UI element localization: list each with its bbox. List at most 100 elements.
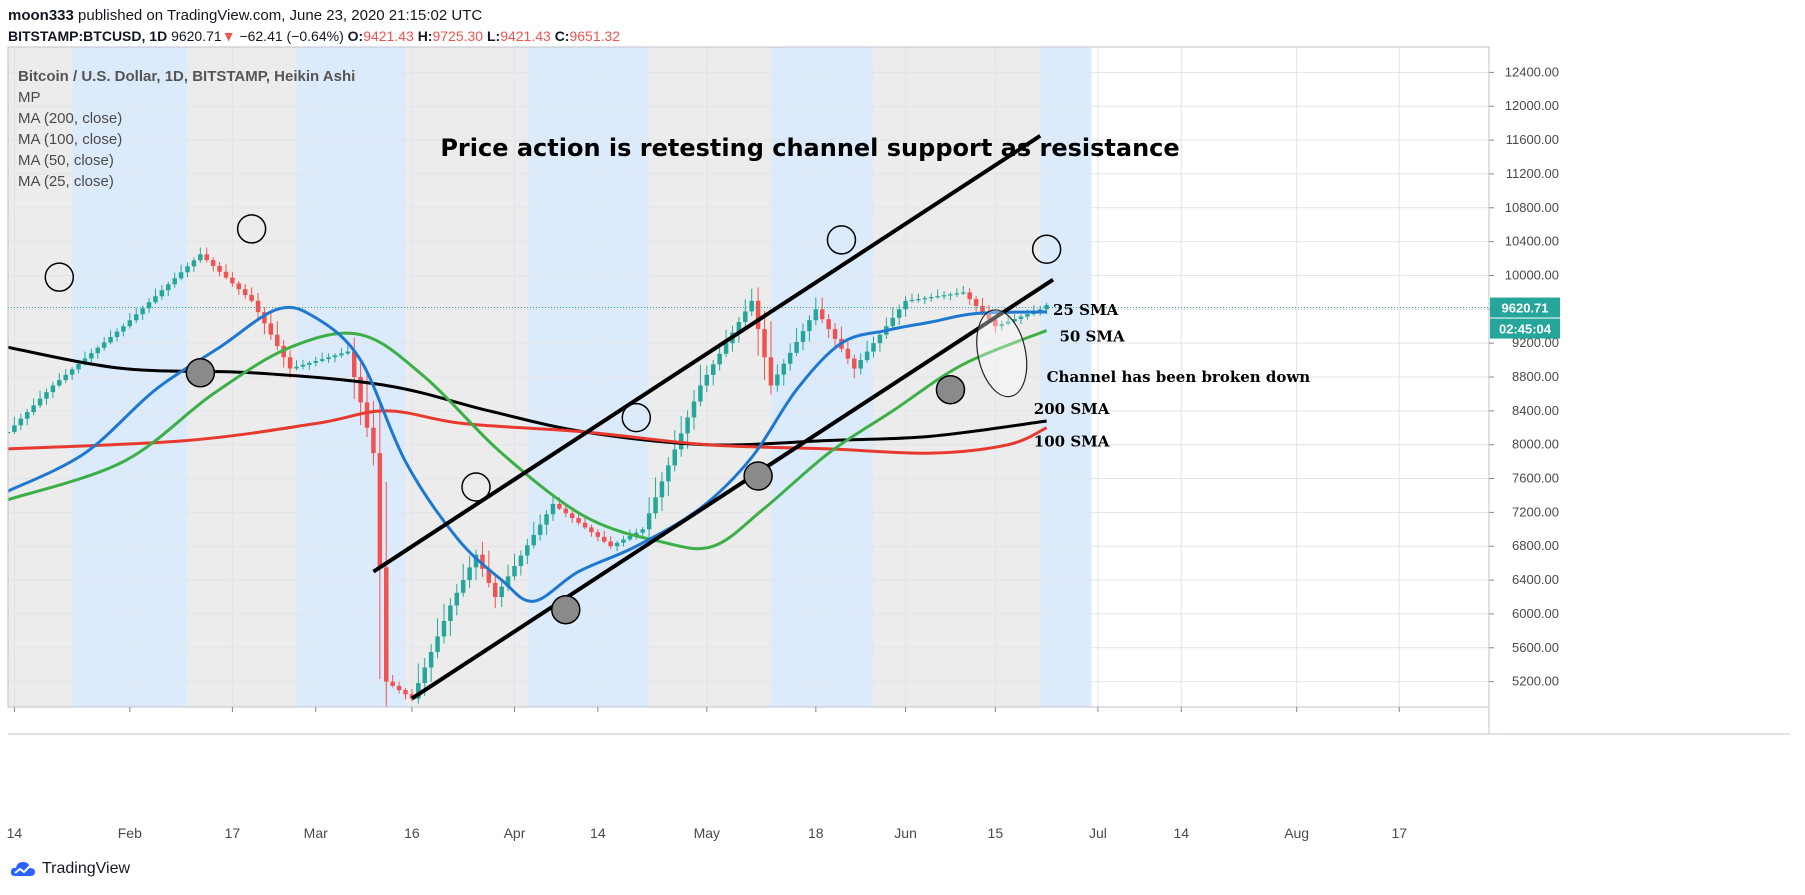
candle-body [89, 353, 94, 359]
candle-body [787, 352, 793, 364]
ma-line-ma50[interactable] [8, 329, 1048, 551]
y-tick-label-10400: 10400.00 [1505, 234, 1559, 249]
candle-body [999, 323, 1004, 327]
candle-body [146, 302, 152, 309]
candle-body [775, 374, 780, 386]
x-tick-label-5: Apr [504, 825, 526, 841]
y-tick-label-7200: 7200.00 [1512, 504, 1559, 519]
candle-body [255, 300, 261, 313]
candle-body [614, 542, 620, 547]
tradingview-brand[interactable]: TradingView [10, 860, 130, 878]
resistance-circle-2[interactable] [461, 472, 491, 502]
legend-title[interactable]: Bitcoin / U.S. Dollar, 1D, BITSTAMP, Hei… [18, 68, 356, 85]
candle-body [480, 554, 485, 569]
candle-body [550, 503, 556, 515]
candle-body [762, 329, 767, 358]
candle-body [896, 309, 902, 318]
candle-body [986, 312, 992, 320]
publish-line: moon333 published on TradingView.com, Ju… [8, 6, 620, 26]
candle-body [563, 508, 569, 514]
candle-body [428, 652, 434, 668]
resistance-circle-5[interactable] [1031, 234, 1062, 264]
candle-body [755, 300, 761, 330]
candle-body [903, 300, 908, 310]
y-tick-label-6000: 6000.00 [1512, 606, 1559, 621]
candle-body [339, 353, 344, 356]
candle-body [967, 292, 972, 300]
candle-body [268, 323, 274, 335]
x-tick-label-2: 17 [225, 825, 241, 841]
candle-body [377, 453, 383, 568]
candle-body [672, 449, 678, 466]
candle-body [307, 362, 312, 365]
candle-body [294, 366, 299, 369]
candle-body [486, 568, 492, 583]
candle-body [576, 518, 581, 523]
resistance-circle-3[interactable] [621, 402, 652, 433]
legend-item-ma200[interactable]: MA (200, close) [18, 110, 123, 127]
candle-body [666, 465, 671, 482]
y-tick-label-10000: 10000.00 [1505, 267, 1559, 282]
candle-body [416, 683, 421, 699]
channel-line-1[interactable] [410, 278, 1055, 701]
author-name[interactable]: moon333 [8, 7, 74, 24]
candle-body [454, 592, 460, 606]
open-label: O: [347, 28, 364, 44]
broken-channel-ellipse[interactable] [969, 305, 1034, 401]
resistance-circle-1[interactable] [236, 214, 267, 244]
candle-body [710, 364, 716, 375]
resistance-circle-4[interactable] [826, 225, 857, 255]
legend-item-ma50[interactable]: MA (50, close) [18, 152, 114, 169]
candle-body [313, 361, 318, 363]
candle-body [743, 311, 748, 322]
candle-body [826, 319, 831, 330]
last-price-tag[interactable]: 9620.71 02:45:04 [1490, 297, 1560, 339]
candle-body [95, 347, 101, 354]
ohlc-line: BITSTAMP:BTCUSD, 1D 9620.71▼ −62.41 (−0.… [8, 26, 620, 46]
legend-item-ma100[interactable]: MA (100, close) [18, 131, 123, 148]
support-circle-2[interactable] [743, 461, 773, 491]
candle-body [140, 308, 145, 315]
legend-item-mp[interactable]: MP [18, 89, 41, 106]
candle-body [602, 536, 607, 542]
legend-item-ma25[interactable]: MA (25, close) [18, 173, 114, 190]
candles [8, 247, 1049, 707]
x-tick-label-11: Jul [1089, 825, 1107, 841]
annotation-2: Channel has been broken down [1047, 368, 1311, 386]
candle-body [993, 319, 998, 327]
candle-body [69, 369, 75, 375]
candle-body [1005, 321, 1011, 324]
annotation-3: 200 SMA [1034, 400, 1110, 418]
candle-body [191, 260, 197, 267]
candle-body [909, 299, 915, 302]
candle-body [794, 341, 799, 353]
candle-body [890, 317, 895, 327]
candle-body [723, 343, 729, 354]
x-tick-label-1: Feb [118, 825, 142, 841]
candle-body [961, 292, 966, 294]
candle-body [448, 605, 453, 621]
candle-body [595, 532, 601, 537]
ma-line-ma100[interactable] [8, 409, 1048, 455]
last-price: 9620.71 [171, 28, 222, 44]
candle-body [345, 351, 351, 354]
support-circle-0[interactable] [185, 358, 216, 388]
candle-body [396, 685, 402, 691]
ma-line-ma25[interactable] [8, 305, 1047, 603]
x-tick-label-8: 18 [808, 825, 824, 841]
candle-body [852, 358, 857, 369]
last-price-tag-text: 9620.71 [1502, 301, 1549, 316]
support-circle-3[interactable] [935, 374, 966, 405]
candle-body [31, 405, 36, 413]
resistance-circle-0[interactable] [44, 262, 75, 292]
candle-body [653, 497, 658, 514]
candle-body [569, 513, 575, 519]
candle-body [178, 272, 184, 279]
countdown-tag-bg [1490, 318, 1560, 339]
x-tick-label-0: 14 [7, 825, 23, 841]
candle-body [557, 503, 562, 509]
candle-body [531, 534, 536, 546]
candle-body [800, 331, 806, 342]
support-circle-1[interactable] [551, 594, 581, 625]
